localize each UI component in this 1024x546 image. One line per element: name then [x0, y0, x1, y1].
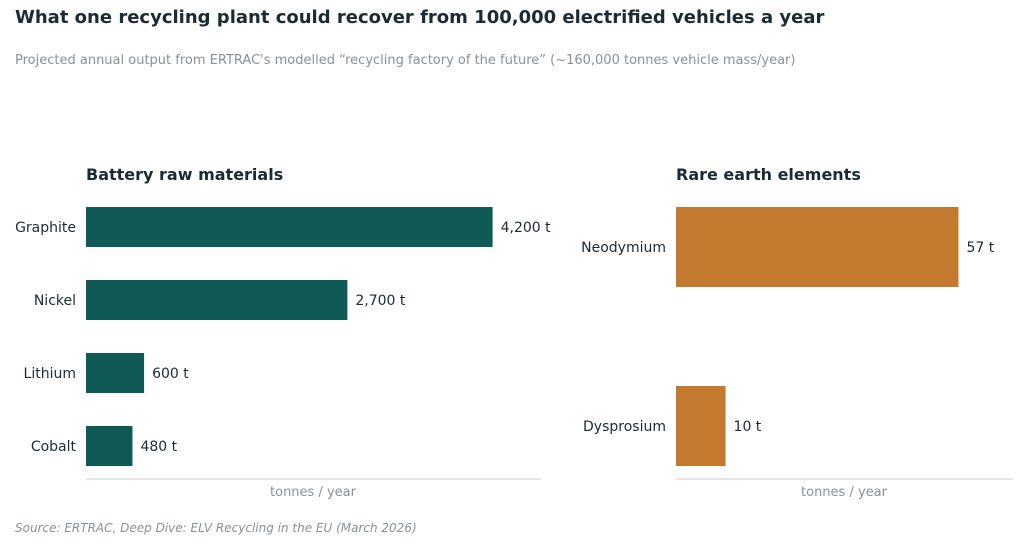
panel-battery: Battery raw materials Graphite 4,200 t Nic… — [15, 165, 551, 500]
panel-rare-earth: Rare earth elements Neodymium 57 t Dyspros… — [581, 165, 1013, 500]
value-label-lithium: 600 t — [152, 366, 189, 382]
value-label-nickel: 2,700 t — [355, 293, 406, 309]
panel-title-battery: Battery raw materials — [86, 165, 283, 184]
category-label-dysprosium: Dysprosium — [583, 419, 666, 435]
value-label-cobalt: 480 t — [140, 439, 177, 455]
chart-title: What one recycling plant could recover f… — [15, 7, 825, 28]
category-label-nickel: Nickel — [34, 293, 76, 309]
x-axis-label-rare-earth: tonnes / year — [801, 485, 888, 500]
bar-graphite — [86, 207, 493, 247]
category-label-neodymium: Neodymium — [581, 240, 666, 256]
bar-nickel — [86, 280, 348, 320]
bar-neodymium — [676, 207, 959, 287]
panel-title-rare-earth: Rare earth elements — [676, 165, 861, 184]
bar-lithium — [86, 353, 145, 393]
value-label-dysprosium: 10 t — [734, 419, 762, 435]
source-note: Source: ERTRAC, Deep Dive: ELV Recycling… — [15, 521, 417, 535]
category-label-lithium: Lithium — [24, 366, 76, 382]
bar-dysprosium — [676, 386, 726, 466]
value-label-neodymium: 57 t — [966, 240, 994, 256]
category-label-graphite: Graphite — [15, 220, 76, 236]
chart-subtitle: Projected annual output from ERTRAC's mo… — [15, 53, 796, 68]
category-label-cobalt: Cobalt — [31, 439, 77, 455]
value-label-graphite: 4,200 t — [501, 220, 552, 236]
x-axis-label-battery: tonnes / year — [270, 485, 357, 500]
bar-cobalt — [86, 426, 133, 466]
